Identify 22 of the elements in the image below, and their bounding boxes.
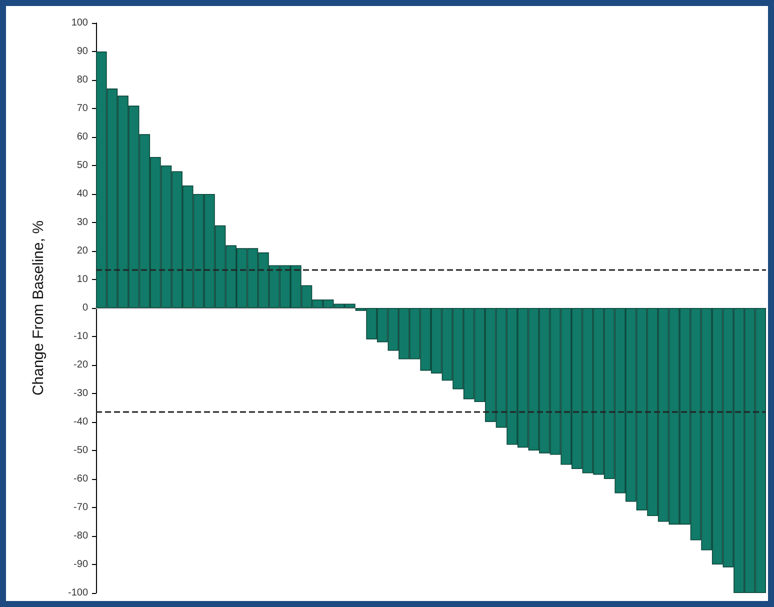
y-tick-label: 100 xyxy=(71,18,88,28)
y-tick-label: 30 xyxy=(76,217,88,228)
y-tick-label: -90 xyxy=(74,559,88,570)
y-tick-label: 40 xyxy=(76,188,88,200)
y-tick-label: -20 xyxy=(74,360,88,370)
y-axis-title: Change From Baseline, % xyxy=(30,220,47,396)
y-tick-label: 0 xyxy=(82,302,88,314)
y-tick-label: 20 xyxy=(76,246,88,256)
y-tick-label: 60 xyxy=(76,132,88,142)
y-tick-label: -100 xyxy=(68,588,88,598)
y-tick-label: -80 xyxy=(74,530,88,542)
y-tick-label: -40 xyxy=(74,416,88,428)
y-tick-label: 10 xyxy=(76,274,88,285)
y-tick-label: -70 xyxy=(74,502,88,513)
y-tick-label: 80 xyxy=(76,74,88,86)
y-tick-label: 90 xyxy=(76,46,88,57)
y-tick-label: -10 xyxy=(74,331,88,342)
y-tick-label: -60 xyxy=(74,474,88,484)
y-tick-label: -50 xyxy=(74,445,88,456)
y-tick-label: 50 xyxy=(76,160,88,171)
y-tick-label: 70 xyxy=(76,103,88,114)
y-tick-label: -30 xyxy=(74,388,88,399)
